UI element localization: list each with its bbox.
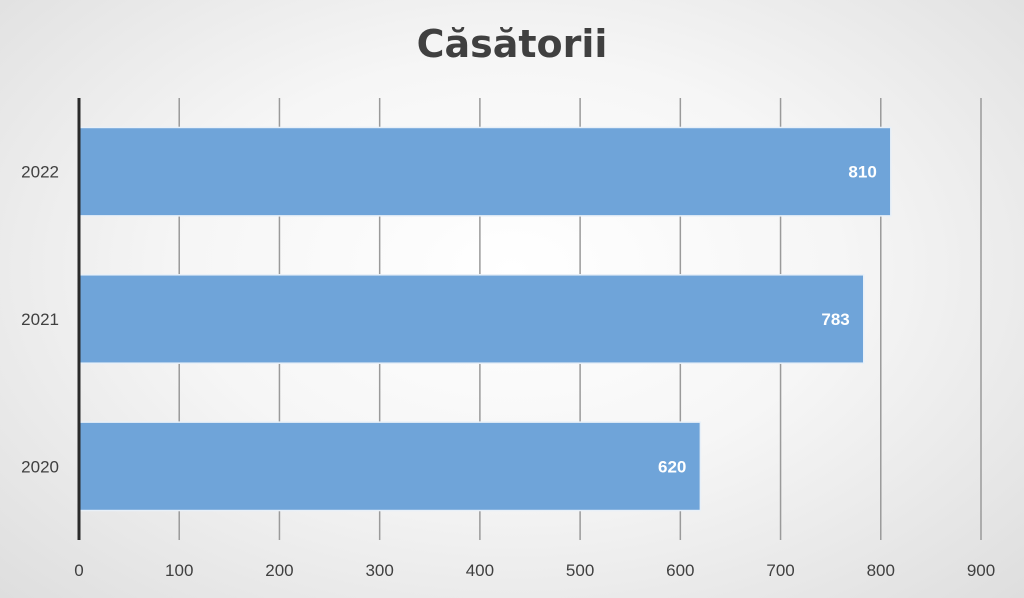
data-label-2021: 783 <box>821 310 849 329</box>
x-tick-label-400: 400 <box>466 561 494 580</box>
labels: 810 2022 783 2021 620 2020 0 100 200 300 400 500 600… <box>21 163 995 580</box>
data-label-2022: 810 <box>848 163 876 182</box>
chart-title: Căsătorii <box>416 22 608 66</box>
bar-2021 <box>78 274 865 364</box>
x-tick-label-100: 100 <box>165 561 193 580</box>
bars <box>78 126 892 512</box>
x-tick-label-800: 800 <box>867 561 895 580</box>
x-tick-label-600: 600 <box>666 561 694 580</box>
x-tick-label-300: 300 <box>365 561 393 580</box>
data-label-2020: 620 <box>658 457 686 476</box>
x-tick-label-500: 500 <box>566 561 594 580</box>
y-tick-label-2020: 2020 <box>21 457 59 476</box>
bar-2020 <box>78 421 702 512</box>
x-tick-label-700: 700 <box>766 561 794 580</box>
y-tick-label-2022: 2022 <box>21 163 59 182</box>
x-tick-label-200: 200 <box>265 561 293 580</box>
bar-2022 <box>78 126 892 217</box>
x-tick-label-0: 0 <box>74 561 83 580</box>
x-tick-label-900: 900 <box>967 561 995 580</box>
y-tick-label-2021: 2021 <box>21 310 59 329</box>
